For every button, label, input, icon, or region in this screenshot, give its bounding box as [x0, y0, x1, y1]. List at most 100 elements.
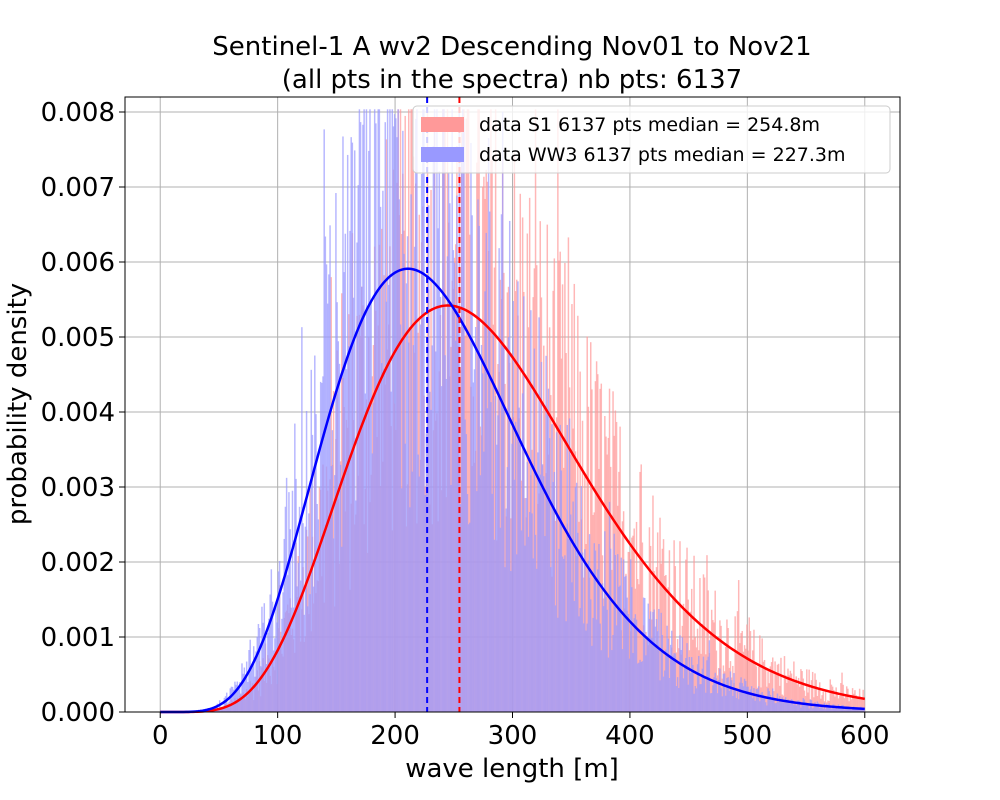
hist-bar [315, 414, 317, 712]
hist-bar [667, 638, 669, 712]
hist-bar [445, 378, 448, 712]
hist-bar [528, 512, 531, 712]
hist-bar [810, 680, 813, 712]
hist-bar [503, 347, 505, 712]
hist-bar [432, 145, 435, 713]
hist-bar [339, 464, 342, 712]
hist-bar [240, 693, 242, 712]
hist-bar [599, 623, 601, 712]
hist-bar [628, 658, 631, 712]
chart-title-line2: (all pts in the spectra) nb pts: 6137 [282, 65, 742, 95]
hist-bar [523, 296, 525, 712]
hist-bar [244, 674, 247, 712]
hist-bar [712, 620, 714, 712]
hist-bar [682, 603, 685, 712]
hist-bar [796, 700, 799, 712]
hist-bar [756, 689, 759, 712]
hist-bar [634, 614, 637, 712]
hist-bar [780, 657, 782, 712]
hist-bar [476, 162, 478, 712]
hist-bar [483, 176, 485, 712]
hist-bar [567, 539, 570, 712]
hist-bar [292, 607, 295, 712]
hist-bar [329, 225, 331, 712]
hist-bar [786, 682, 788, 712]
hist-bar [584, 549, 586, 712]
hist-bar [823, 702, 826, 712]
hist-bar [430, 409, 432, 712]
hist-bar [263, 603, 266, 712]
hist-bar [658, 608, 660, 712]
hist-bar [648, 618, 651, 712]
x-tick-label-1: 100 [253, 721, 303, 751]
hist-bar [489, 211, 491, 712]
hist-bar [252, 646, 255, 712]
hist-bar [484, 291, 486, 712]
hist-bar [781, 697, 783, 712]
hist-bar [317, 519, 320, 712]
hist-bar [759, 635, 761, 712]
hist-bar [220, 708, 222, 712]
hist-bar [862, 689, 864, 712]
hist-bar [705, 692, 707, 712]
hist-bar [275, 602, 277, 712]
hist-bar [753, 629, 755, 712]
hist-bar [714, 590, 716, 712]
hist-bar [597, 569, 599, 712]
hist-bar [753, 688, 755, 712]
hist-bar [579, 371, 581, 712]
hist-bar [808, 669, 810, 712]
hist-bar [465, 118, 468, 713]
hist-bar [595, 361, 598, 712]
hist-bar [824, 690, 827, 712]
hist-bar [288, 492, 290, 712]
hist-bar [679, 541, 681, 712]
hist-bar [397, 109, 399, 713]
hist-bar [443, 109, 445, 713]
hist-bar [350, 137, 352, 712]
hist-bar [621, 521, 624, 712]
hist-bar [451, 109, 453, 713]
hist-bar [747, 650, 749, 712]
hist-bar [795, 676, 797, 712]
hist-bar [380, 363, 383, 712]
hist-bar [784, 675, 787, 712]
hist-bar [442, 109, 444, 713]
hist-bar [626, 597, 628, 712]
hist-bar [314, 355, 316, 712]
hist-bar [235, 684, 237, 712]
hist-bar [750, 686, 753, 712]
hist-bar [444, 355, 446, 712]
hist-bar [270, 569, 273, 712]
hist-bar [725, 646, 727, 712]
hist-bar [661, 634, 664, 712]
hist-bar [346, 154, 349, 713]
hist-bar [784, 697, 787, 712]
hist-bar [312, 586, 315, 712]
hist-bar [323, 129, 325, 712]
hist-bar [679, 635, 681, 712]
hist-bar [652, 611, 654, 712]
hist-bar [561, 284, 564, 712]
hist-bar [335, 193, 337, 713]
hist-bar [678, 687, 680, 712]
hist-bar [727, 677, 729, 712]
hist-bar [615, 421, 618, 712]
hist-bar [818, 682, 821, 712]
hist-bar [827, 705, 829, 712]
hist-bar [544, 536, 546, 712]
hist-bar [281, 618, 283, 712]
hist-bar [331, 430, 334, 712]
hist-bar [717, 679, 720, 712]
hist-bar [645, 655, 647, 712]
hist-bar [690, 588, 693, 712]
hist-bar [427, 205, 430, 712]
hist-bar [319, 381, 322, 712]
hist-bar [841, 672, 843, 712]
hist-bar [559, 424, 561, 712]
hist-bar [712, 685, 714, 712]
hist-bar [349, 230, 351, 712]
hist-bar [526, 462, 529, 712]
hist-bar [810, 700, 813, 712]
hist-bar [272, 650, 275, 712]
